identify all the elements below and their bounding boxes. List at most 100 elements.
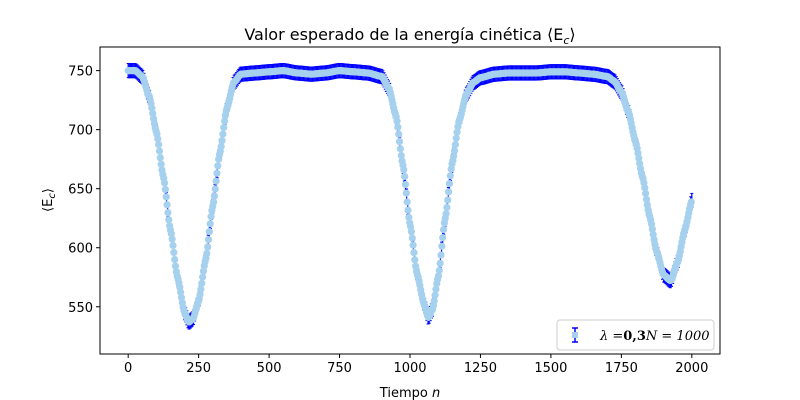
data-point bbox=[443, 203, 451, 212]
y-tick-label: 750 bbox=[68, 65, 93, 80]
data-point bbox=[214, 162, 222, 170]
data-point bbox=[167, 230, 175, 238]
data-point bbox=[210, 192, 219, 200]
data-point bbox=[641, 184, 649, 192]
data-point bbox=[450, 147, 459, 155]
data-point bbox=[453, 128, 461, 136]
data-point bbox=[402, 189, 410, 197]
x-tick-label: 1500 bbox=[534, 361, 567, 376]
legend-marker bbox=[572, 327, 578, 343]
data-point bbox=[396, 145, 405, 153]
x-axis-label: Tiempo n bbox=[379, 386, 440, 400]
data-point bbox=[197, 285, 205, 293]
data-point bbox=[157, 160, 165, 168]
y-axis: 550 600 650 700 750 bbox=[68, 65, 100, 316]
data-points bbox=[124, 67, 695, 326]
data-point bbox=[635, 154, 643, 162]
data-point bbox=[434, 272, 443, 280]
data-point bbox=[439, 233, 447, 242]
x-tick-label: 1750 bbox=[605, 361, 638, 376]
data-point bbox=[204, 243, 212, 251]
data-point bbox=[211, 185, 219, 193]
legend-label: λ =0,3N = 1000 bbox=[599, 329, 710, 344]
data-point bbox=[451, 141, 459, 149]
data-point bbox=[438, 242, 446, 250]
data-point bbox=[648, 225, 656, 233]
data-point bbox=[164, 209, 172, 217]
x-tick-label: 250 bbox=[186, 361, 211, 376]
x-tick-label: 2000 bbox=[675, 361, 708, 376]
data-point bbox=[217, 142, 225, 151]
data-point bbox=[168, 235, 176, 243]
data-point bbox=[198, 273, 207, 281]
data-point bbox=[206, 220, 214, 228]
data-point bbox=[430, 297, 438, 305]
data-point bbox=[400, 166, 408, 174]
data-point bbox=[442, 210, 450, 218]
legend-box bbox=[556, 319, 715, 351]
data-point bbox=[642, 195, 651, 203]
data-point bbox=[439, 225, 448, 234]
data-point bbox=[394, 123, 402, 131]
data-point bbox=[154, 135, 162, 143]
x-tick-label: 500 bbox=[257, 361, 282, 376]
x-tick-label: 1250 bbox=[464, 361, 497, 376]
data-point bbox=[452, 134, 460, 142]
data-point bbox=[445, 179, 454, 188]
y-tick-label: 700 bbox=[68, 124, 93, 139]
data-point bbox=[431, 291, 439, 299]
data-point bbox=[204, 235, 213, 244]
data-point bbox=[205, 228, 213, 236]
data-point bbox=[409, 241, 417, 249]
y-axis-label: ⟨Ec⟩ bbox=[41, 188, 58, 212]
data-point bbox=[435, 266, 443, 275]
data-point bbox=[397, 151, 405, 160]
data-point bbox=[149, 109, 157, 118]
data-point bbox=[411, 256, 419, 264]
data-point bbox=[161, 185, 169, 194]
data-point bbox=[198, 279, 206, 287]
y-tick-label: 550 bbox=[68, 301, 93, 316]
data-point bbox=[444, 196, 452, 204]
data-point bbox=[203, 249, 211, 258]
data-point bbox=[170, 248, 178, 257]
data-point bbox=[687, 198, 695, 206]
data-point bbox=[219, 130, 227, 138]
data-point bbox=[160, 179, 169, 187]
data-point bbox=[196, 290, 204, 299]
data-point bbox=[403, 198, 411, 206]
x-axis: 0 250 500 750 1000 1250 1500 1750 2000 bbox=[124, 354, 708, 376]
y-tick-label: 650 bbox=[68, 183, 93, 198]
data-point bbox=[171, 255, 179, 264]
data-point bbox=[404, 206, 412, 214]
data-point bbox=[446, 172, 454, 180]
data-point bbox=[199, 267, 208, 275]
x-tick-label: 1000 bbox=[393, 361, 426, 376]
data-point bbox=[407, 228, 416, 236]
data-point bbox=[171, 262, 180, 270]
data-point bbox=[445, 188, 453, 196]
data-point bbox=[410, 249, 418, 257]
chart-title: Valor esperado de la energía cinética ⟨E… bbox=[244, 25, 575, 47]
data-point bbox=[642, 189, 650, 198]
data-point bbox=[163, 201, 171, 209]
data-point bbox=[155, 147, 164, 155]
data-point bbox=[436, 259, 444, 267]
data-point bbox=[209, 198, 218, 206]
y-tick-label: 600 bbox=[68, 242, 93, 257]
data-point bbox=[450, 152, 458, 160]
data-point bbox=[213, 169, 221, 177]
data-point bbox=[155, 141, 163, 149]
data-point bbox=[162, 193, 170, 201]
data-point bbox=[220, 117, 229, 125]
data-point bbox=[207, 213, 215, 221]
data-point bbox=[169, 241, 177, 250]
data-point bbox=[220, 123, 228, 132]
legend: λ =0,3N = 1000 bbox=[556, 319, 715, 351]
data-point bbox=[401, 180, 410, 189]
data-point bbox=[432, 285, 440, 293]
data-point bbox=[437, 251, 445, 259]
data-point bbox=[401, 172, 409, 181]
data-point bbox=[408, 234, 416, 242]
